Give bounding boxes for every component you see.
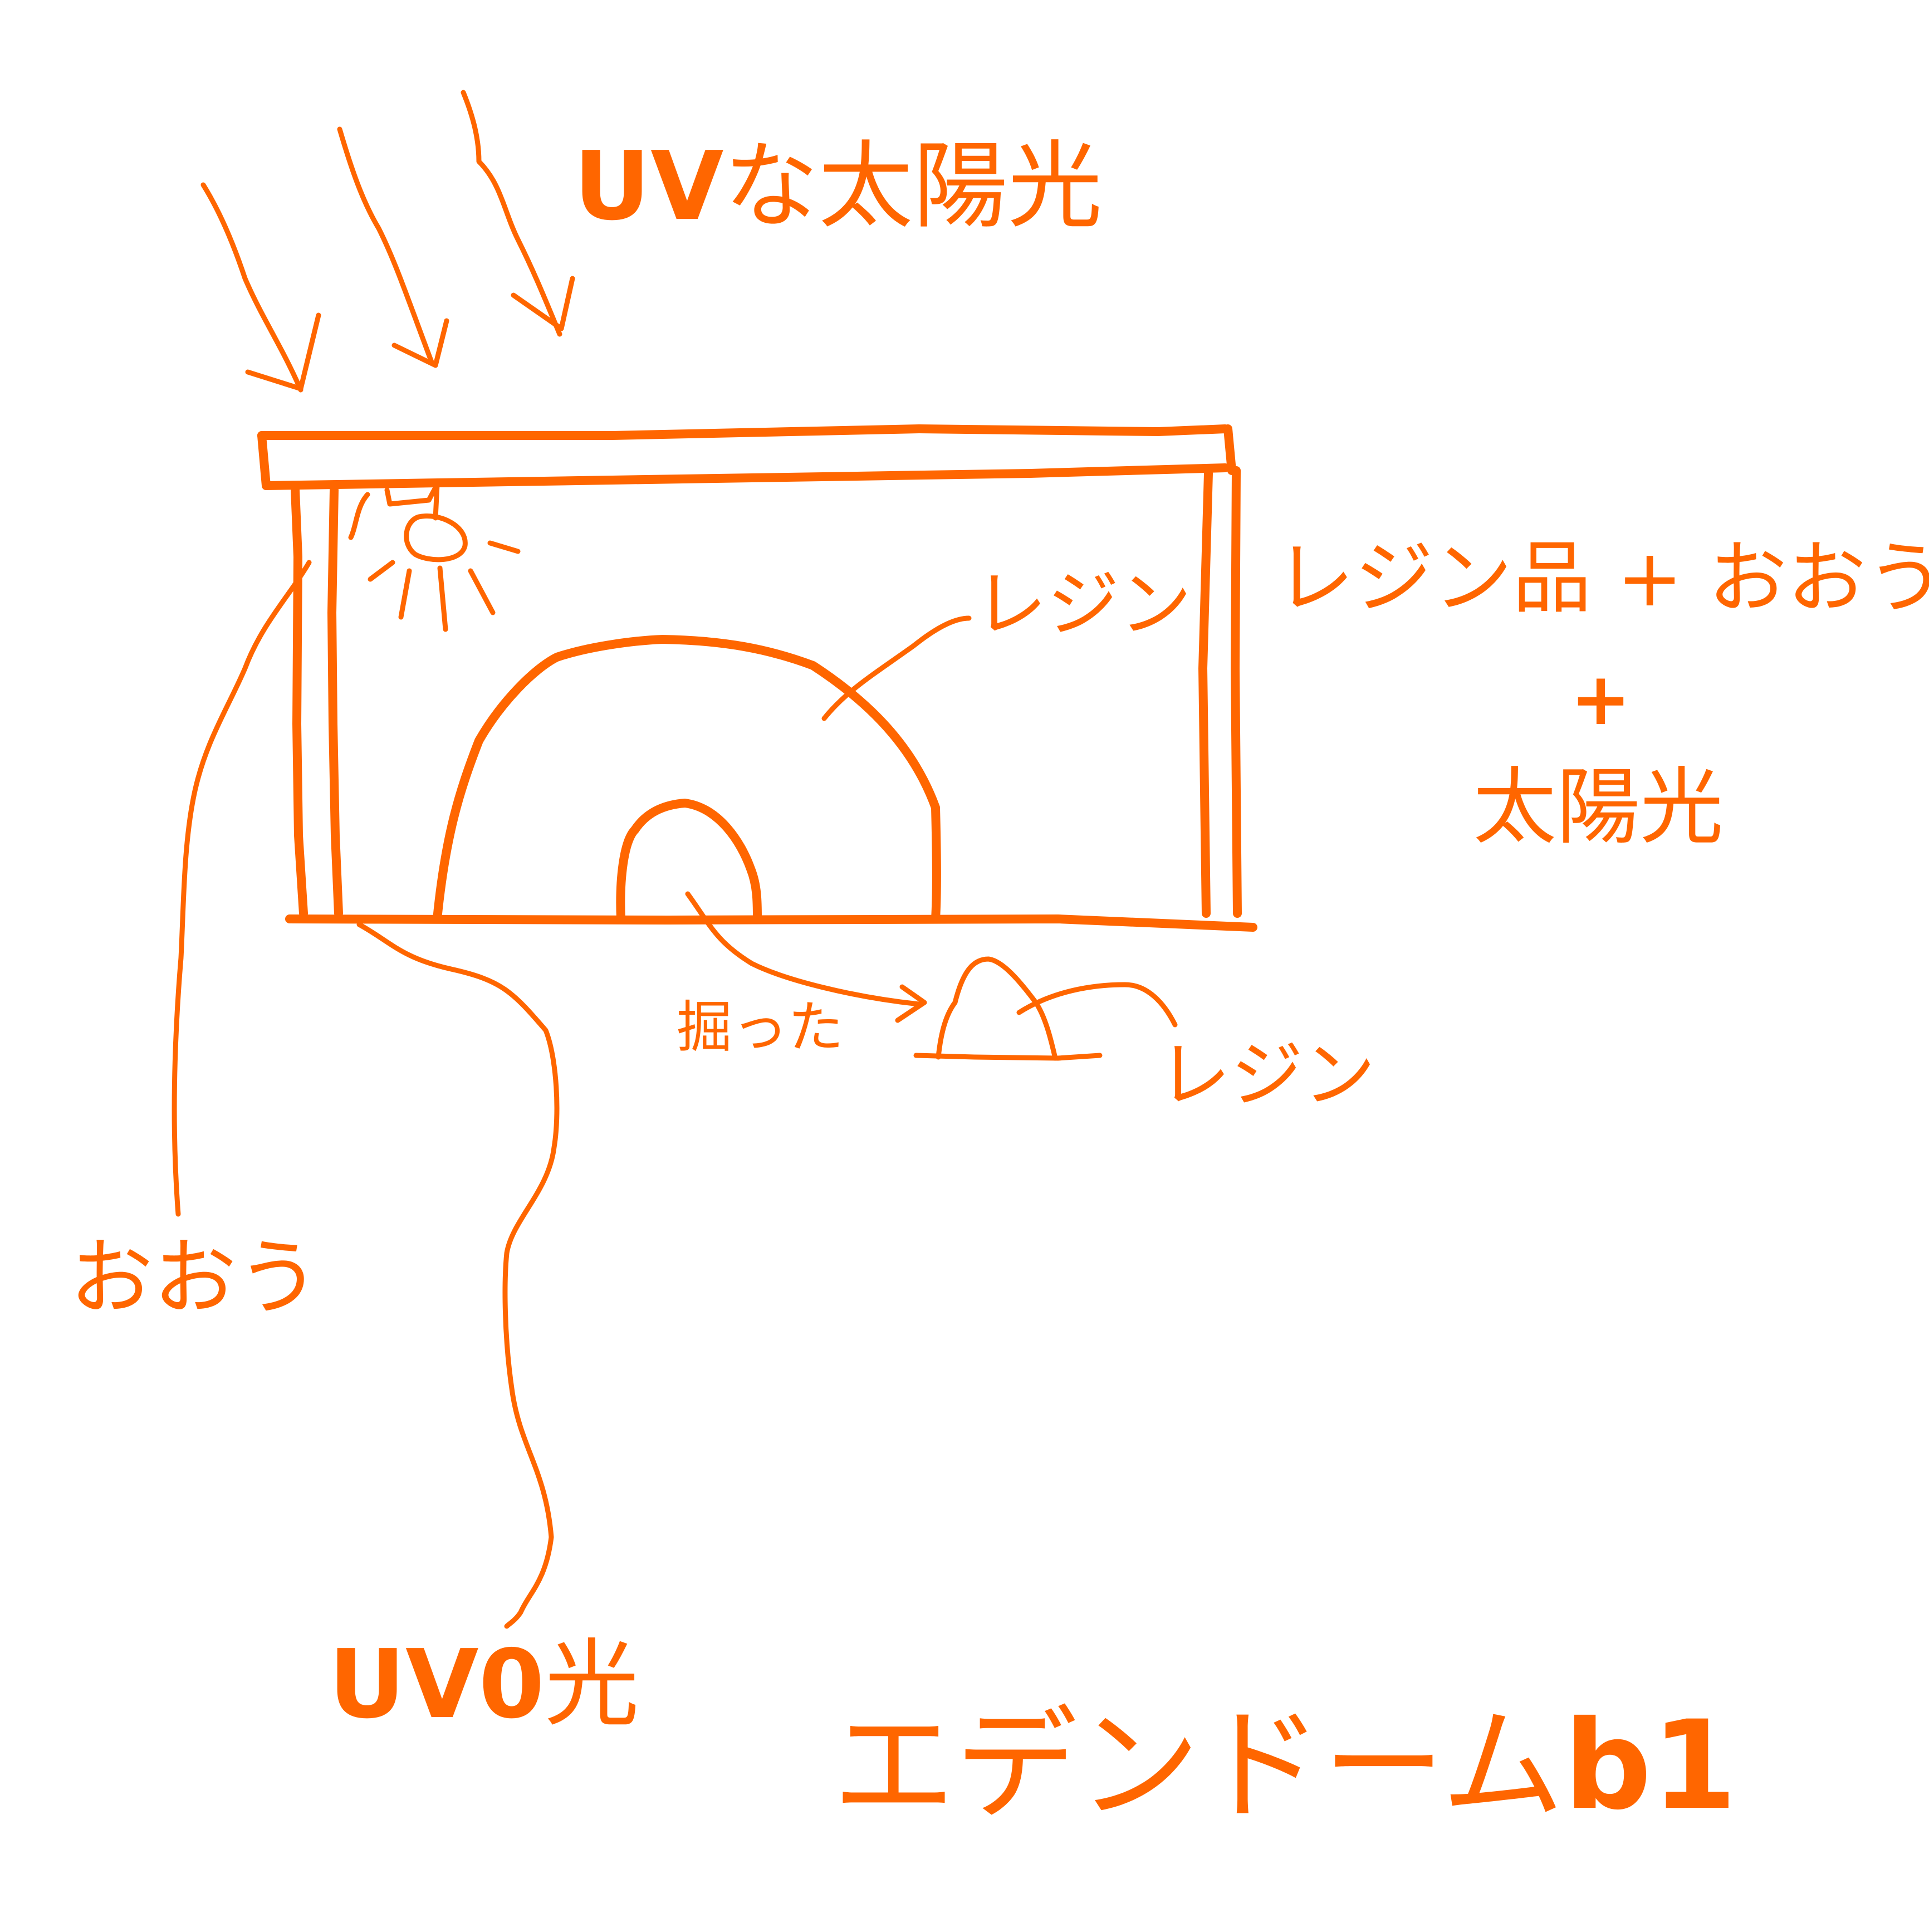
uv0-light-kanji: 光 bbox=[544, 1630, 639, 1740]
uv-sunlight-uv: UV bbox=[574, 131, 724, 242]
lamp-cord bbox=[384, 482, 440, 521]
small-resin-label: レジン bbox=[1158, 1033, 1376, 1117]
sun-ray-1 bbox=[200, 182, 303, 393]
resin-dome-label: レジン bbox=[975, 562, 1192, 647]
sun-ray-2-arrowhead bbox=[391, 318, 449, 368]
uv0-light-uv: UV bbox=[329, 1630, 479, 1740]
dug-arrow-head bbox=[895, 984, 927, 1023]
lamp-glow-1 bbox=[368, 560, 395, 582]
enclosure-roof-left bbox=[257, 431, 271, 490]
lamp-glow-5 bbox=[487, 540, 521, 554]
lamp-glow-4 bbox=[468, 568, 496, 615]
enclosure-left-wall-outer bbox=[291, 486, 308, 918]
small-resin-leader bbox=[1016, 982, 1178, 1028]
uv-sunlight-rest: な太陽光 bbox=[723, 131, 1103, 242]
dug-arrow bbox=[685, 891, 922, 1007]
uv0-light-zero: 0 bbox=[478, 1630, 545, 1740]
lamp-glow-3 bbox=[437, 565, 448, 632]
uv0-light-leader bbox=[356, 922, 560, 1629]
leader-lines bbox=[172, 560, 1178, 1629]
resin-dome-leader bbox=[821, 615, 972, 721]
sun-ray-2 bbox=[337, 126, 434, 365]
enclosure-right-wall-outer bbox=[1231, 466, 1242, 918]
lamp-glow-2 bbox=[398, 568, 412, 620]
resin-dome bbox=[433, 635, 941, 923]
dug-label: 掘った bbox=[677, 995, 844, 1060]
plus-label: + bbox=[1570, 657, 1631, 741]
title-suffix: b1 bbox=[1564, 1694, 1737, 1837]
lamp-glow-6 bbox=[348, 492, 370, 540]
sun-ray-3 bbox=[461, 90, 562, 337]
uv-sunlight-label: UVな太陽光 bbox=[574, 139, 1103, 234]
hanging-lamp bbox=[348, 482, 521, 632]
enclosure-roof-bottom bbox=[262, 463, 1230, 490]
eden-dome-b1-title: エデンドームb1 bbox=[833, 1704, 1737, 1827]
sun-rays bbox=[200, 90, 575, 393]
sun-ray-3-arrowhead bbox=[511, 276, 575, 331]
cover-leader bbox=[172, 560, 312, 1217]
lamp-bulb bbox=[404, 513, 468, 563]
small-resin-mound bbox=[913, 956, 1103, 1061]
resin-dome-outer bbox=[433, 635, 941, 923]
title-katakana: エデンドーム bbox=[833, 1694, 1564, 1837]
cover-label: おおう bbox=[70, 1230, 321, 1327]
enclosure-floor bbox=[285, 914, 1257, 932]
sun-ray-1-arrowhead bbox=[245, 312, 321, 392]
mound-base bbox=[913, 1053, 1103, 1061]
uv0-light-label: UV0光 bbox=[329, 1637, 639, 1732]
sunlight-label: 太陽光 bbox=[1473, 759, 1724, 856]
enclosure-left-wall-inner bbox=[327, 486, 343, 918]
resin-product-cover-label: レジン品 + おおう bbox=[1275, 532, 1929, 624]
dome-enclosure bbox=[257, 424, 1257, 932]
resin-dome-inner bbox=[616, 799, 762, 923]
enclosure-roof-right bbox=[1223, 424, 1236, 475]
enclosure-roof-top bbox=[257, 424, 1230, 440]
enclosure-right-wall-inner bbox=[1198, 469, 1213, 918]
mound-shape bbox=[936, 956, 1058, 1061]
